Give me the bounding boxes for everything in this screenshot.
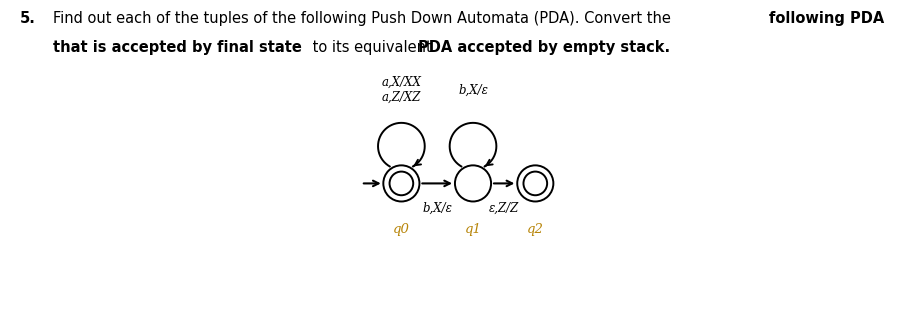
Text: following PDA: following PDA xyxy=(769,11,885,26)
Text: b,X/ε: b,X/ε xyxy=(422,202,453,215)
Text: b,X/ε: b,X/ε xyxy=(458,83,488,96)
Text: that is accepted by final state: that is accepted by final state xyxy=(53,40,302,55)
Text: a,X/XX
a,Z/XZ: a,X/XX a,Z/XZ xyxy=(382,76,421,104)
Text: ε,Z/Z: ε,Z/Z xyxy=(489,202,520,215)
Text: q0: q0 xyxy=(393,223,409,236)
Text: q2: q2 xyxy=(527,223,543,236)
Text: PDA accepted by empty stack.: PDA accepted by empty stack. xyxy=(418,40,670,55)
Text: q1: q1 xyxy=(465,223,481,236)
Text: 5.: 5. xyxy=(20,11,36,26)
Text: Find out each of the tuples of the following Push Down Automata (PDA). Convert t: Find out each of the tuples of the follo… xyxy=(53,11,676,26)
Text: to its equivalent: to its equivalent xyxy=(308,40,436,55)
